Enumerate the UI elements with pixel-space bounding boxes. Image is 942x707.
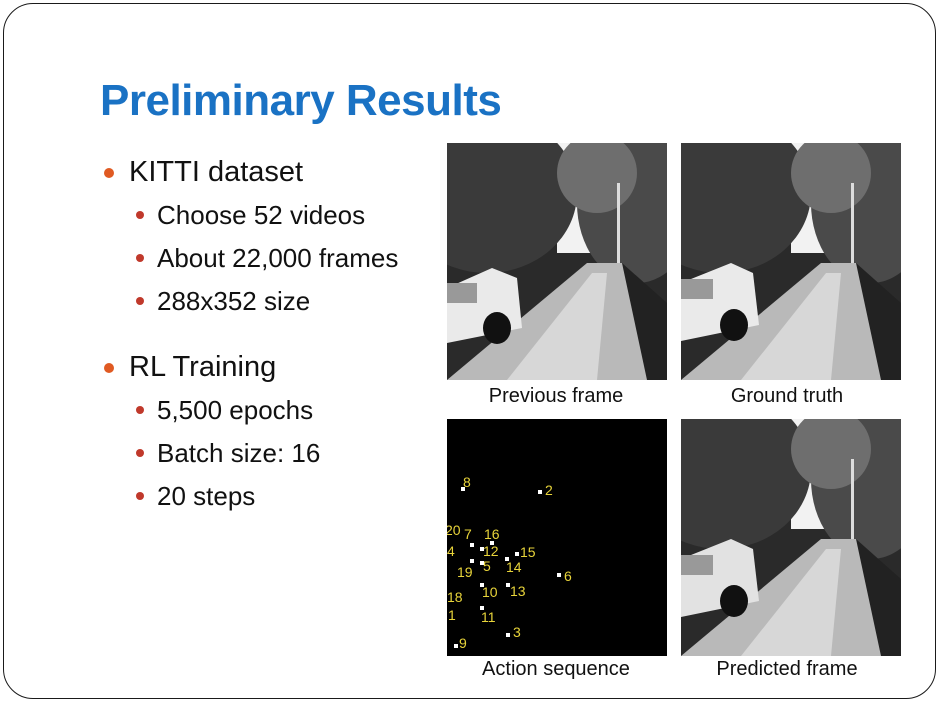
sub-bullet: About 22,000 frames bbox=[104, 237, 398, 280]
caption-ground-truth: Ground truth bbox=[730, 385, 844, 407]
bullet-rl-training: RL Training bbox=[104, 345, 398, 389]
ground-truth-image bbox=[681, 143, 901, 380]
sub-bullet: 20 steps bbox=[104, 475, 398, 518]
sub-bullet: Batch size: 16 bbox=[104, 432, 398, 475]
action-sequence-image: 8 2 20 7 16 4 12 15 14 5 19 6 10 13 18 1… bbox=[447, 419, 667, 656]
caption-predicted: Predicted frame bbox=[716, 658, 858, 680]
sub-bullet: 5,500 epochs bbox=[104, 389, 398, 432]
slide-title: Preliminary Results bbox=[100, 76, 502, 125]
caption-action: Action sequence bbox=[482, 658, 630, 680]
bullet-list: KITTI dataset Choose 52 videos About 22,… bbox=[104, 150, 398, 518]
sub-bullet: Choose 52 videos bbox=[104, 194, 398, 237]
caption-previous: Previous frame bbox=[488, 385, 624, 407]
sub-bullet: 288x352 size bbox=[104, 280, 398, 323]
predicted-frame-image bbox=[681, 419, 901, 656]
previous-frame-image bbox=[447, 143, 667, 380]
bullet-kitti: KITTI dataset bbox=[104, 150, 398, 194]
